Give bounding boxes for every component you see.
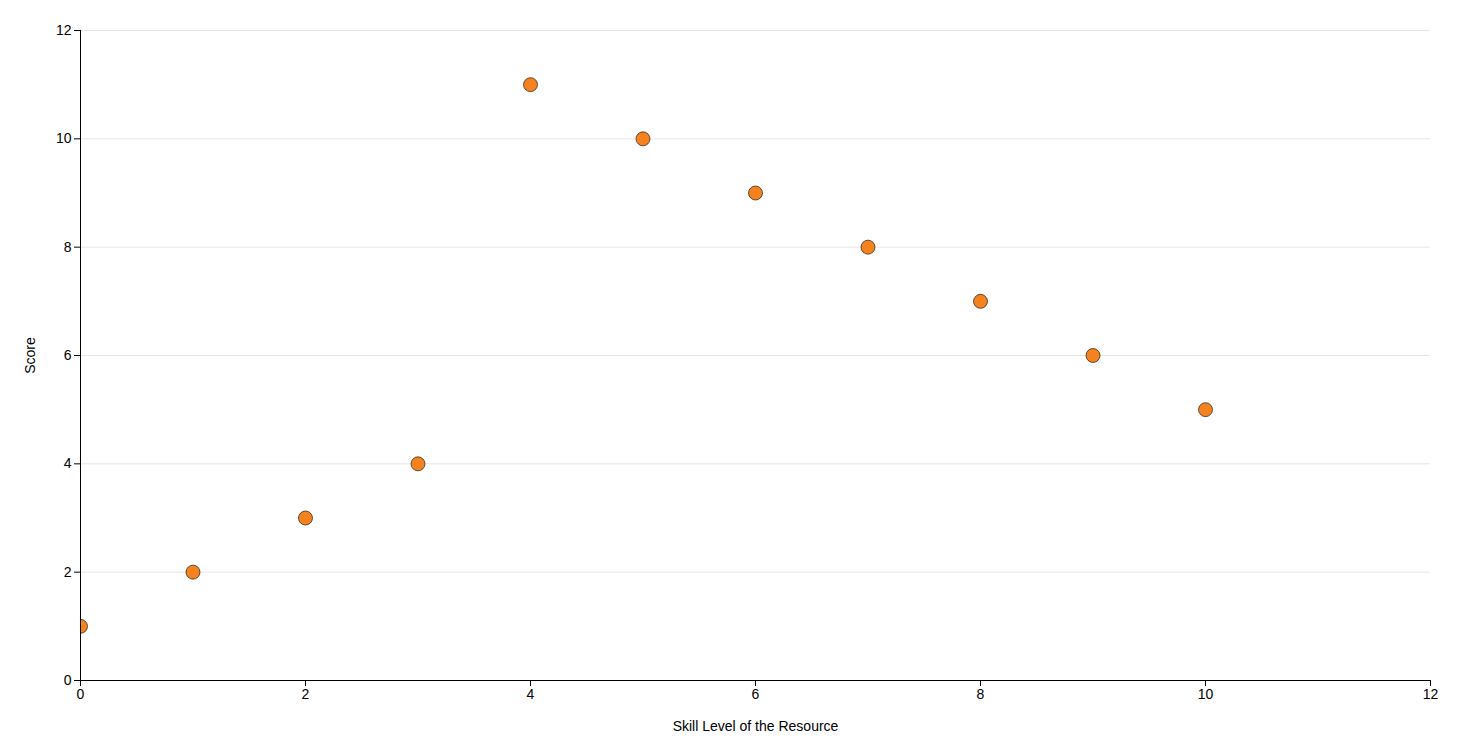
svg-text:0: 0 bbox=[64, 672, 72, 688]
svg-text:Skill Level of the Resource: Skill Level of the Resource bbox=[673, 718, 839, 734]
svg-text:8: 8 bbox=[64, 239, 72, 255]
svg-text:8: 8 bbox=[977, 686, 985, 702]
svg-text:12: 12 bbox=[1423, 686, 1439, 702]
svg-text:10: 10 bbox=[56, 130, 72, 146]
svg-text:4: 4 bbox=[64, 455, 72, 471]
svg-text:2: 2 bbox=[64, 564, 72, 580]
svg-text:Score: Score bbox=[22, 337, 38, 374]
svg-text:12: 12 bbox=[56, 22, 72, 38]
svg-text:0: 0 bbox=[77, 686, 85, 702]
svg-text:6: 6 bbox=[64, 347, 72, 363]
svg-text:6: 6 bbox=[752, 686, 760, 702]
svg-text:4: 4 bbox=[527, 686, 535, 702]
svg-text:2: 2 bbox=[302, 686, 310, 702]
svg-text:10: 10 bbox=[1198, 686, 1214, 702]
